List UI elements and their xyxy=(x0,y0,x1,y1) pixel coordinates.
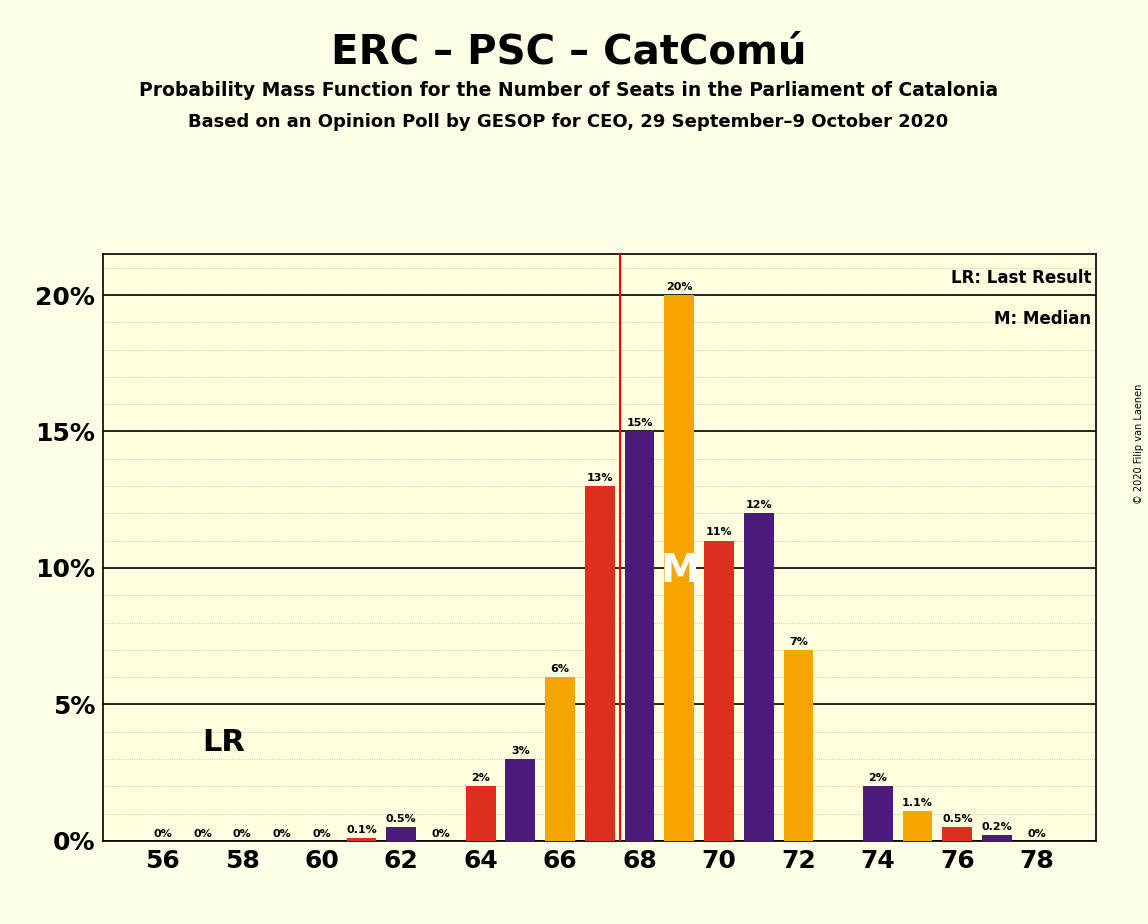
Text: LR: Last Result: LR: Last Result xyxy=(951,269,1092,286)
Text: M: Median: M: Median xyxy=(994,310,1092,328)
Bar xyxy=(387,827,416,841)
Text: 15%: 15% xyxy=(627,419,653,428)
Text: Probability Mass Function for the Number of Seats in the Parliament of Catalonia: Probability Mass Function for the Number… xyxy=(139,81,998,101)
Text: 6%: 6% xyxy=(551,663,569,674)
Text: 0.5%: 0.5% xyxy=(943,814,972,824)
Text: ERC – PSC – CatComú: ERC – PSC – CatComú xyxy=(331,32,806,72)
Text: 0.1%: 0.1% xyxy=(347,825,377,835)
Text: 0%: 0% xyxy=(154,829,172,839)
Bar xyxy=(665,295,695,841)
Bar xyxy=(625,432,654,841)
Text: 3%: 3% xyxy=(511,746,529,756)
Bar xyxy=(545,677,575,841)
Text: 13%: 13% xyxy=(587,473,613,483)
Text: © 2020 Filip van Laenen: © 2020 Filip van Laenen xyxy=(1134,383,1143,504)
Bar xyxy=(943,827,972,841)
Text: 0%: 0% xyxy=(193,829,212,839)
Bar xyxy=(505,759,535,841)
Bar xyxy=(347,838,377,841)
Text: 12%: 12% xyxy=(745,500,771,510)
Text: 0%: 0% xyxy=(312,829,331,839)
Bar xyxy=(863,786,893,841)
Text: 0%: 0% xyxy=(233,829,251,839)
Bar xyxy=(744,514,774,841)
Bar xyxy=(704,541,734,841)
Bar xyxy=(784,650,813,841)
Bar xyxy=(983,835,1011,841)
Text: M: M xyxy=(660,552,699,590)
Text: 20%: 20% xyxy=(666,282,692,292)
Text: 2%: 2% xyxy=(471,773,490,783)
Text: 0%: 0% xyxy=(1027,829,1046,839)
Text: 0%: 0% xyxy=(432,829,450,839)
Text: 7%: 7% xyxy=(789,637,808,647)
Text: 2%: 2% xyxy=(868,773,887,783)
Text: 0.5%: 0.5% xyxy=(386,814,417,824)
Text: LR: LR xyxy=(202,728,246,757)
Text: Based on an Opinion Poll by GESOP for CEO, 29 September–9 October 2020: Based on an Opinion Poll by GESOP for CE… xyxy=(188,113,948,130)
Text: 0%: 0% xyxy=(273,829,292,839)
Bar xyxy=(902,811,932,841)
Text: 1.1%: 1.1% xyxy=(902,797,933,808)
Bar xyxy=(466,786,496,841)
Text: 11%: 11% xyxy=(706,528,732,538)
Text: 0.2%: 0.2% xyxy=(982,822,1013,833)
Bar xyxy=(585,486,614,841)
